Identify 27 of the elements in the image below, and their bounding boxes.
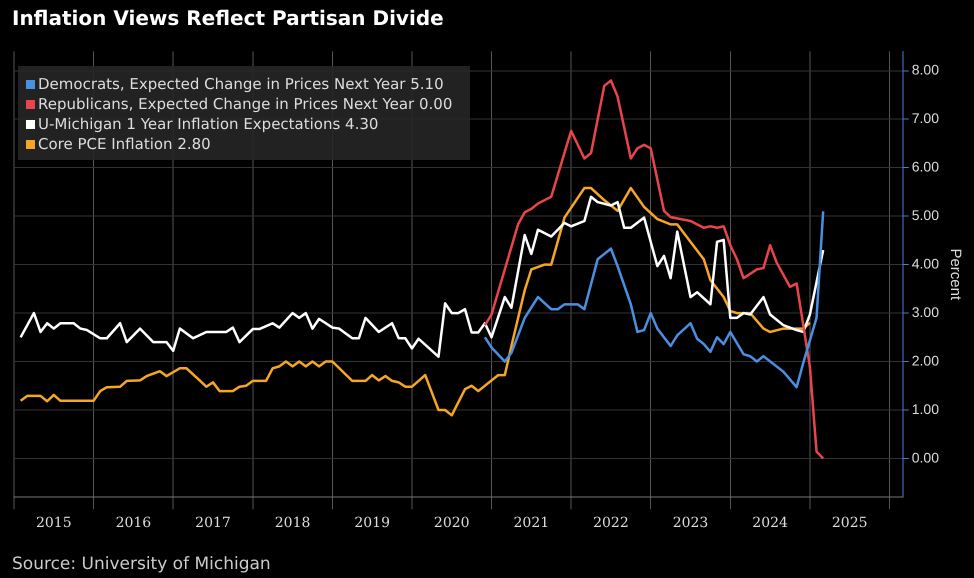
y-tick-label: 3.00 xyxy=(912,304,940,320)
x-tick-label: 2017 xyxy=(195,515,231,532)
source-note: Source: University of Michigan xyxy=(12,554,271,574)
x-tick-label: 2015 xyxy=(36,515,72,532)
x-tick-label: 2025 xyxy=(832,515,868,532)
y-tick-label: 4.00 xyxy=(912,255,940,272)
x-tick-label: 2020 xyxy=(434,515,470,532)
x-tick-label: 2018 xyxy=(274,515,310,532)
x-tick-label: 2016 xyxy=(116,515,152,532)
legend-label: Core PCE Inflation 2.80 xyxy=(38,134,212,154)
x-tick-label: 2023 xyxy=(672,515,708,532)
chart-title: Inflation Views Reflect Partisan Divide xyxy=(12,6,444,30)
y-axis-title: Percent xyxy=(946,248,964,301)
legend-label: U-Michigan 1 Year Inflation Expectations 4.30 xyxy=(38,114,380,134)
legend-label: Democrats, Expected Change in Prices Next Year 5.10 xyxy=(38,74,445,94)
y-tick-label: 8.00 xyxy=(912,62,940,78)
y-tick-label: 2.00 xyxy=(912,352,940,368)
y-tick-label: 0.00 xyxy=(912,449,940,466)
x-tick-label: 2019 xyxy=(354,515,390,532)
y-tick-label: 1.00 xyxy=(912,400,940,417)
y-tick-label: 5.00 xyxy=(912,207,940,224)
x-tick-label: 2022 xyxy=(593,515,629,532)
y-tick-label: 6.00 xyxy=(912,158,940,175)
y-tick-label: 7.00 xyxy=(912,110,940,126)
x-tick-label: 2021 xyxy=(514,515,550,532)
legend-label: Republicans, Expected Change in Prices Next Year 0.00 xyxy=(38,94,452,114)
x-tick-label: 2024 xyxy=(752,515,788,532)
